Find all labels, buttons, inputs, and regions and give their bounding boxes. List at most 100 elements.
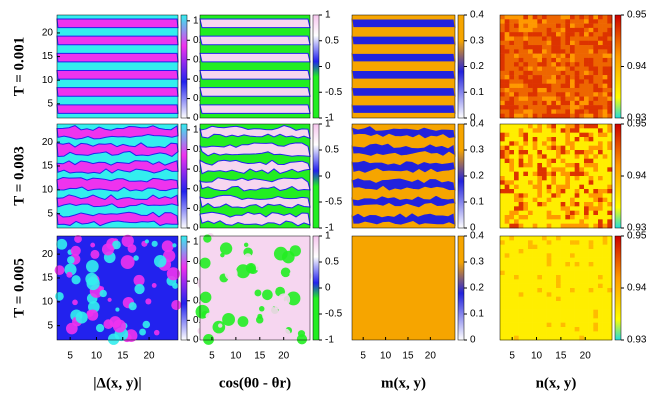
heatmap-cell xyxy=(598,105,603,110)
panel-frame xyxy=(56,14,179,119)
colorbar-tick-label: 0.5 xyxy=(325,257,339,268)
heatmap-cell xyxy=(518,288,524,293)
heatmap-cell xyxy=(546,296,552,302)
heatmap-cell xyxy=(518,202,524,207)
heatmap-cell xyxy=(560,132,566,138)
heatmap-cell xyxy=(504,75,510,80)
heatmap-cell xyxy=(551,36,557,42)
heatmap-cell xyxy=(509,180,515,185)
colorbar xyxy=(180,123,188,229)
colorbar-tick-label: 0.1 xyxy=(470,309,484,320)
heatmap-cell xyxy=(593,53,599,59)
heatmap-cell xyxy=(593,215,599,220)
heatmap-cell xyxy=(588,305,594,310)
heatmap-cell xyxy=(523,83,529,89)
heatmap-cell xyxy=(598,124,603,129)
panel-frame xyxy=(56,123,179,229)
heatmap-cell xyxy=(532,15,538,20)
heatmap-cell xyxy=(551,167,557,172)
heatmap-cell xyxy=(602,23,608,29)
heatmap-cell xyxy=(500,154,505,159)
heatmap-cell xyxy=(607,305,613,310)
heatmap-blob xyxy=(121,234,134,247)
heatmap-cell xyxy=(509,36,515,42)
heatmap-cell xyxy=(523,331,529,336)
heatmap-cell xyxy=(537,27,543,33)
heatmap-cell xyxy=(579,275,585,280)
colorbar-tick-label: -0.5 xyxy=(325,197,343,208)
heatmap-cell xyxy=(574,262,580,267)
heatmap-cell xyxy=(574,53,580,59)
panel-frame xyxy=(499,235,613,341)
heatmap-cell xyxy=(574,314,580,319)
heatmap-cell xyxy=(588,202,594,207)
heatmap-cell xyxy=(523,253,529,258)
heatmap-cell xyxy=(514,309,519,315)
heatmap-cell xyxy=(518,45,524,50)
heatmap-cell xyxy=(514,236,519,241)
heatmap-cell xyxy=(565,70,571,76)
heatmap-cell xyxy=(518,296,524,302)
heatmap-cell xyxy=(593,184,599,190)
heatmap-cell xyxy=(593,113,599,119)
heatmap-cell xyxy=(504,87,510,93)
heatmap-cell xyxy=(598,70,603,76)
heatmap-cell xyxy=(598,180,603,185)
column-label: cos(θ0 - θr) xyxy=(219,375,291,391)
heatmap-cell xyxy=(528,257,533,263)
heatmap-cell xyxy=(598,62,603,67)
heatmap-cell xyxy=(523,15,529,20)
heatmap-cell xyxy=(565,292,571,297)
heatmap-cell xyxy=(546,283,552,289)
heatmap-cell xyxy=(584,314,589,319)
heatmap-cell xyxy=(556,137,561,142)
heatmap-cell xyxy=(532,83,538,89)
heatmap-cell xyxy=(551,253,557,258)
heatmap-cell xyxy=(556,322,561,328)
heatmap-cell xyxy=(537,96,543,102)
heatmap-stripe xyxy=(56,35,179,46)
heatmap-cell xyxy=(593,283,599,289)
heatmap-blob xyxy=(277,293,291,306)
heatmap-cell xyxy=(579,163,585,168)
heatmap-cell xyxy=(598,87,603,93)
heatmap-cell xyxy=(584,87,589,93)
heatmap-cell xyxy=(584,266,589,271)
heatmap-cell xyxy=(551,327,557,332)
heatmap-cell xyxy=(556,124,561,129)
heatmap-cell xyxy=(598,322,603,328)
heatmap-cell xyxy=(579,45,585,50)
heatmap-cell xyxy=(593,296,599,302)
heatmap-cell xyxy=(607,223,613,229)
heatmap-cell xyxy=(556,253,561,258)
heatmap-stripe xyxy=(351,211,456,227)
heatmap-cell xyxy=(542,87,547,93)
heatmap-cell xyxy=(551,184,557,190)
heatmap-blob xyxy=(142,320,151,329)
heatmap-cell xyxy=(509,257,515,263)
heatmap-cell xyxy=(556,113,561,119)
heatmap-cell xyxy=(551,262,557,267)
heatmap-cell xyxy=(509,163,515,168)
heatmap-cell xyxy=(504,49,510,54)
heatmap-cell xyxy=(523,309,529,315)
heatmap-cell xyxy=(500,92,505,97)
heatmap-cell xyxy=(570,128,575,133)
heatmap-cell xyxy=(556,19,561,24)
heatmap-cell xyxy=(602,202,608,207)
heatmap-cell xyxy=(579,309,585,315)
heatmap-cell xyxy=(598,184,603,190)
heatmap-cell xyxy=(556,36,561,42)
heatmap-cell xyxy=(607,109,613,115)
heatmap-cell xyxy=(598,100,603,106)
heatmap-cell xyxy=(579,335,585,341)
heatmap-cell xyxy=(598,176,603,181)
heatmap-cell xyxy=(532,301,538,306)
heatmap-cell xyxy=(500,57,505,63)
heatmap-cell xyxy=(574,292,580,297)
heatmap-cell xyxy=(514,27,519,33)
heatmap-cell xyxy=(551,193,557,198)
heatmap-bg xyxy=(352,15,455,118)
heatmap-cell xyxy=(579,49,585,54)
heatmap-cell xyxy=(518,87,524,93)
